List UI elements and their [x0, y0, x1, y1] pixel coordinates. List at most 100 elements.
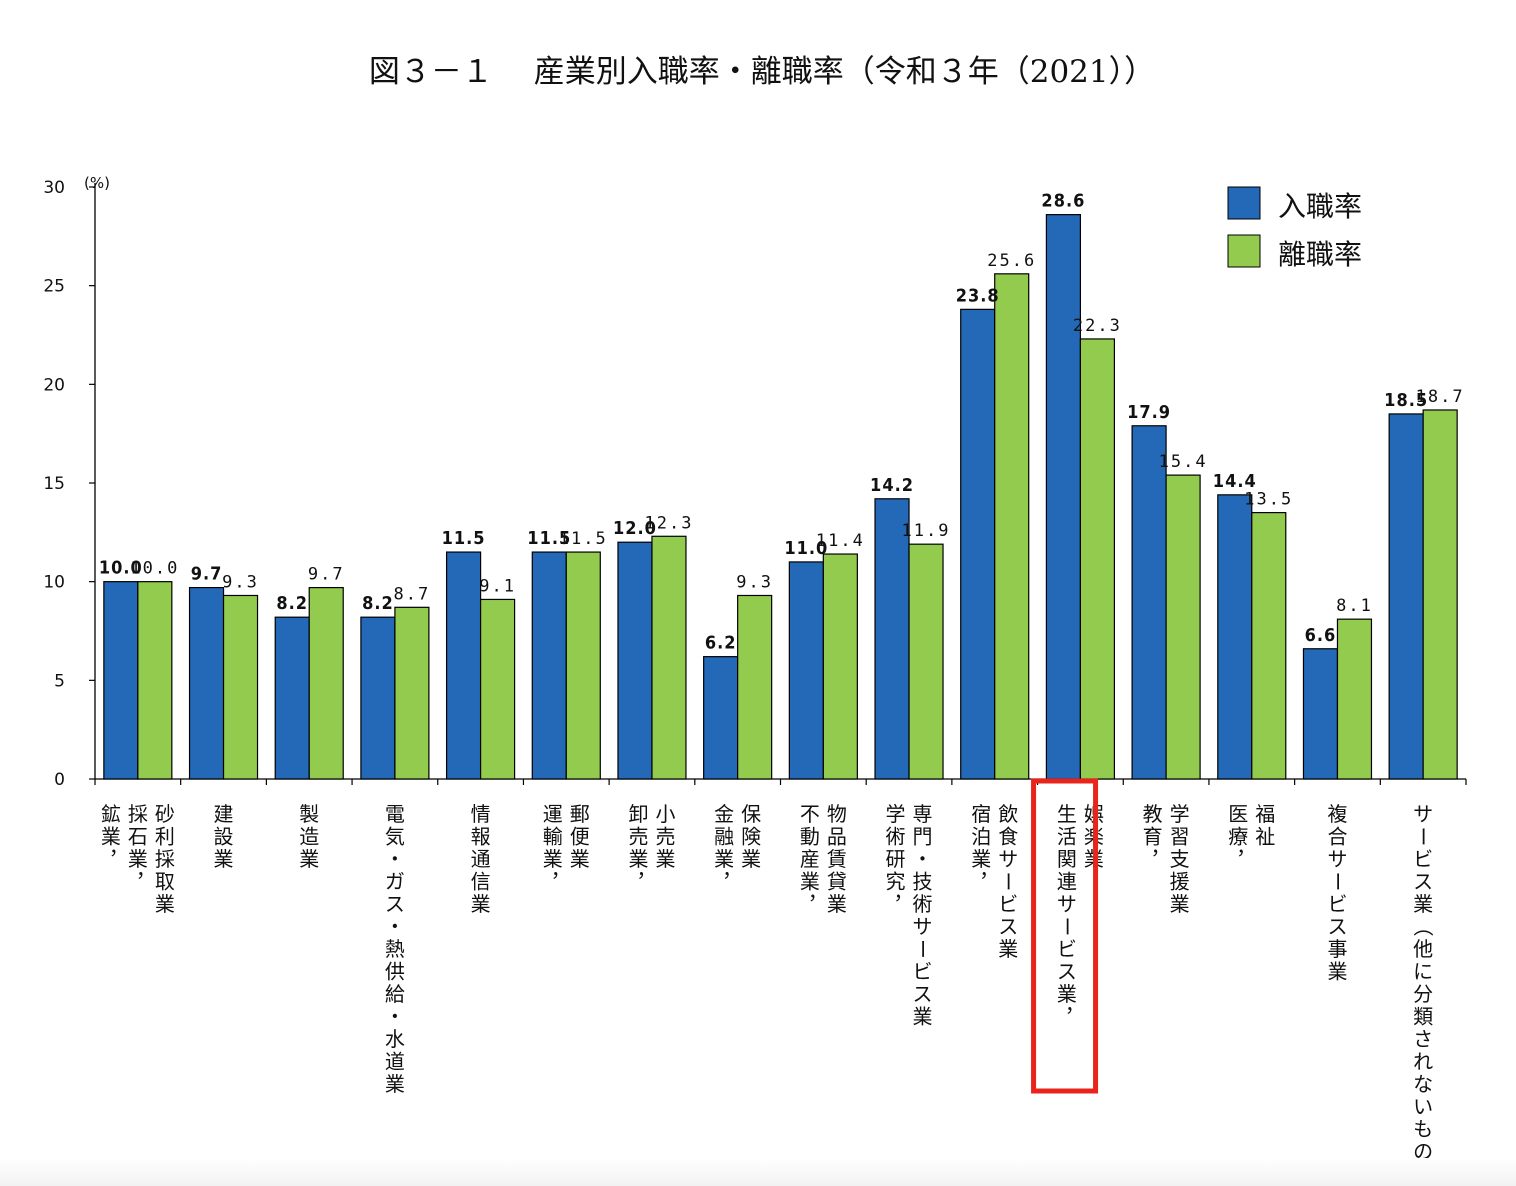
bars [103, 214, 1458, 780]
category-label-char: 業 [800, 870, 820, 894]
category-label-char: 業 [971, 847, 991, 871]
category-label-char: 造 [299, 825, 319, 849]
category-label-char: サ [998, 847, 1018, 871]
data-label-separation-rate: 9.7 [308, 565, 345, 585]
category-label-char: ス [385, 892, 405, 916]
category-label-char: 給 [385, 982, 405, 1006]
category-label-char: 水 [385, 1027, 405, 1051]
category-label-char: い [1413, 1095, 1433, 1119]
bar-entry-rate [617, 541, 653, 780]
category-label-char: 信 [471, 870, 491, 894]
category-label-char: 福 [1255, 802, 1275, 826]
data-label-separation-rate: 8.1 [1336, 596, 1373, 616]
category-label-char: な [1413, 1072, 1433, 1096]
category-label: 運輸業， 郵便業 [543, 802, 590, 882]
category-label-char: ス [1057, 960, 1077, 984]
category-label-char: 業 [741, 847, 761, 871]
category-label: 建設業 [214, 802, 234, 871]
bar-separation-rate [994, 273, 1030, 780]
category-label-char: ビ [998, 892, 1018, 916]
bar-separation-rate [737, 594, 773, 780]
category-label-char: 道 [385, 1050, 405, 1074]
bar-separation-rate [822, 553, 858, 780]
data-label-separation-rate: 18.7 [1416, 387, 1465, 407]
category-label-char: ・ [385, 847, 405, 871]
data-label-separation-rate: 9.3 [736, 572, 773, 592]
category-label-char: 売 [655, 825, 675, 849]
y-axis-unit: (%) [84, 174, 110, 192]
bar-entry-rate [103, 581, 139, 780]
category-label-char: 療 [1228, 825, 1248, 849]
category-label-char: 連 [1057, 870, 1077, 894]
data-label-separation-rate: 9.1 [479, 576, 516, 596]
bar-entry-rate [1217, 494, 1253, 780]
category-label-char: 業 [155, 892, 175, 916]
category-label-char: 生 [1057, 802, 1077, 826]
category-label-char: ， [894, 880, 914, 904]
category-label-char: 業 [385, 1072, 405, 1096]
category-label-char: ス [1327, 915, 1347, 939]
category-label-char: 関 [1057, 847, 1077, 871]
category-label-char: 学 [886, 802, 906, 826]
legend-swatch-entry-rate [1227, 186, 1261, 220]
category-label-char: 業 [1413, 892, 1433, 916]
data-label-entry-rate: 6.2 [705, 633, 737, 654]
category-label-char: 業 [1170, 892, 1190, 916]
category-label-char: 動 [800, 825, 820, 849]
category-label-char: 採 [128, 802, 148, 826]
category-label-char: 教 [1143, 802, 1163, 826]
category-label-char: ス [1413, 870, 1433, 894]
category-label-char: 郵 [570, 802, 590, 826]
category-label-char: ， [1236, 835, 1256, 859]
category-label-char: の [1413, 1140, 1433, 1164]
bar-entry-rate [788, 561, 824, 780]
legend-label-entry-rate: 入職率 [1278, 190, 1362, 223]
data-label-separation-rate: 8.7 [394, 584, 431, 604]
data-label-entry-rate: 14.2 [870, 475, 914, 496]
data-label-separation-rate: 22.3 [1073, 316, 1122, 336]
data-label-entry-rate: 23.8 [956, 285, 1000, 306]
category-label-char: サ [913, 915, 933, 939]
category-label-char: ビ [1413, 847, 1433, 871]
category-label-char: 利 [155, 825, 175, 849]
category-label-char: ビ [1327, 892, 1347, 916]
bar-separation-rate [1251, 511, 1287, 780]
category-label-char: （ [1411, 917, 1435, 937]
data-label-entry-rate: 11.0 [784, 538, 828, 559]
category-label-char: 電 [385, 802, 405, 826]
category-label-char: ， [1065, 993, 1085, 1017]
category-label-char: ， [636, 858, 656, 882]
category-label-char: 業 [214, 847, 234, 871]
category-label-char: 術 [913, 892, 933, 916]
category-label-char: 業 [543, 847, 563, 871]
category-label-char: ー [996, 872, 1020, 892]
data-label-separation-rate: 25.6 [987, 251, 1036, 271]
category-label-char: 情 [471, 802, 491, 826]
category-label-char: ， [808, 880, 828, 904]
category-label-char: 祉 [1255, 825, 1275, 849]
category-label-char: 究 [886, 870, 906, 894]
bar-separation-rate [308, 586, 344, 780]
category-label-char: ・ [913, 847, 933, 871]
category-label-char: 便 [570, 825, 590, 849]
category-label-char: 供 [385, 960, 405, 984]
data-label-entry-rate: 8.2 [276, 593, 308, 614]
category-label-char: ス [913, 982, 933, 1006]
bar-separation-rate [222, 594, 259, 780]
bar-separation-rate [651, 535, 687, 780]
y-tick-label: 30 [43, 178, 65, 198]
bar-entry-rate [703, 656, 739, 780]
data-label-entry-rate: 14.4 [1213, 471, 1257, 492]
bar-separation-rate [1422, 409, 1458, 780]
category-label-char: ， [1151, 835, 1171, 859]
y-tick-label: 25 [43, 277, 65, 297]
category-label-char: 賃 [827, 847, 847, 871]
category-label-char: 物 [827, 802, 847, 826]
data-label-separation-rate: 15.4 [1159, 452, 1208, 472]
category-label-char: 業 [913, 1005, 933, 1029]
